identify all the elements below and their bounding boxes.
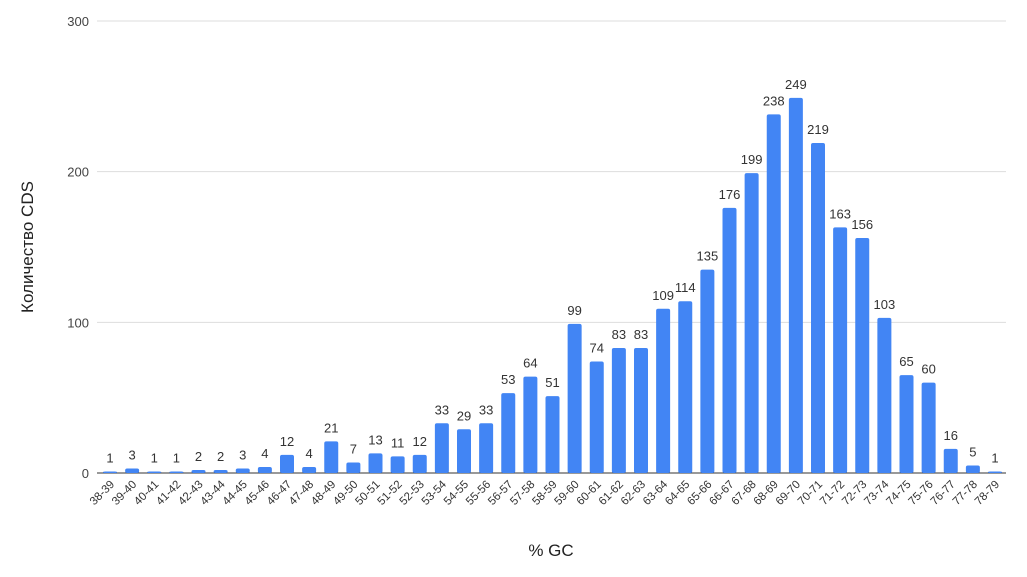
data-label: 12 <box>280 434 294 449</box>
y-tick-label: 100 <box>67 315 89 330</box>
y-tick-label: 0 <box>82 466 89 481</box>
bar <box>302 466 317 473</box>
data-label: 2 <box>195 449 202 464</box>
data-label: 53 <box>501 372 515 387</box>
y-tick-label: 300 <box>67 14 89 29</box>
bar <box>324 441 339 473</box>
data-label: 3 <box>239 447 246 462</box>
bar <box>634 347 648 473</box>
bar <box>103 471 117 473</box>
bar <box>656 308 671 473</box>
bar <box>744 173 759 473</box>
bar <box>390 456 405 473</box>
data-label: 83 <box>612 327 626 342</box>
bar <box>523 376 538 473</box>
bar <box>213 469 228 473</box>
bar <box>943 448 958 473</box>
bar <box>589 361 604 473</box>
bar <box>368 453 383 473</box>
x-tick-label: 78-79 <box>973 479 1002 508</box>
data-label: 135 <box>697 249 719 264</box>
bar <box>988 471 1002 473</box>
data-label: 13 <box>368 432 382 447</box>
bar <box>811 143 825 474</box>
data-label: 51 <box>545 375 559 390</box>
bar <box>125 468 140 473</box>
data-label: 156 <box>851 217 873 232</box>
data-label: 65 <box>899 354 913 369</box>
data-label: 176 <box>719 187 741 202</box>
data-label: 2 <box>217 449 224 464</box>
data-label: 109 <box>652 288 674 303</box>
bar <box>169 471 184 473</box>
data-label: 60 <box>921 362 935 377</box>
bar <box>965 465 980 473</box>
data-label: 74 <box>590 341 604 356</box>
bar <box>257 466 272 473</box>
bar <box>434 423 449 473</box>
bar <box>788 97 803 473</box>
data-label: 99 <box>567 303 581 318</box>
data-label: 29 <box>457 408 471 423</box>
bar <box>899 375 914 473</box>
data-label: 238 <box>763 93 785 108</box>
x-axis-label: % GC <box>528 541 573 560</box>
bar <box>567 323 582 473</box>
bar <box>766 114 781 473</box>
bar <box>235 468 250 473</box>
data-label: 4 <box>306 446 313 461</box>
data-label: 4 <box>261 446 268 461</box>
data-label: 219 <box>807 122 829 137</box>
bar <box>280 454 294 473</box>
data-label: 1 <box>173 450 180 465</box>
bar <box>501 393 516 473</box>
y-tick-label: 200 <box>67 165 89 180</box>
data-label: 21 <box>324 420 338 435</box>
bar <box>611 347 626 473</box>
bar <box>877 317 892 473</box>
data-label: 249 <box>785 77 807 92</box>
data-label: 103 <box>874 297 896 312</box>
data-label: 83 <box>634 327 648 342</box>
data-label: 114 <box>675 280 696 295</box>
bar <box>700 269 715 473</box>
data-label: 16 <box>944 428 958 443</box>
data-label: 11 <box>391 435 405 450</box>
bar <box>479 423 494 473</box>
data-label: 1 <box>106 450 113 465</box>
data-label: 7 <box>350 441 357 456</box>
bar <box>412 454 427 473</box>
bar <box>191 469 206 473</box>
data-label: 33 <box>479 402 493 417</box>
data-label: 3 <box>129 447 136 462</box>
bar <box>833 227 848 473</box>
data-label: 199 <box>741 152 763 167</box>
y-axis-label: Количество CDS <box>18 181 37 313</box>
data-label: 5 <box>969 444 976 459</box>
bar <box>147 471 162 473</box>
bar <box>545 396 560 473</box>
data-label: 163 <box>829 206 851 221</box>
data-label: 1 <box>991 450 998 465</box>
data-label: 64 <box>523 356 537 371</box>
bar <box>855 237 870 473</box>
bar <box>678 301 693 473</box>
bar <box>722 207 737 473</box>
data-label: 12 <box>413 434 427 449</box>
bar <box>921 382 936 473</box>
data-label: 1 <box>151 450 158 465</box>
bar <box>346 462 361 473</box>
bar <box>457 429 471 473</box>
data-label: 33 <box>435 402 449 417</box>
